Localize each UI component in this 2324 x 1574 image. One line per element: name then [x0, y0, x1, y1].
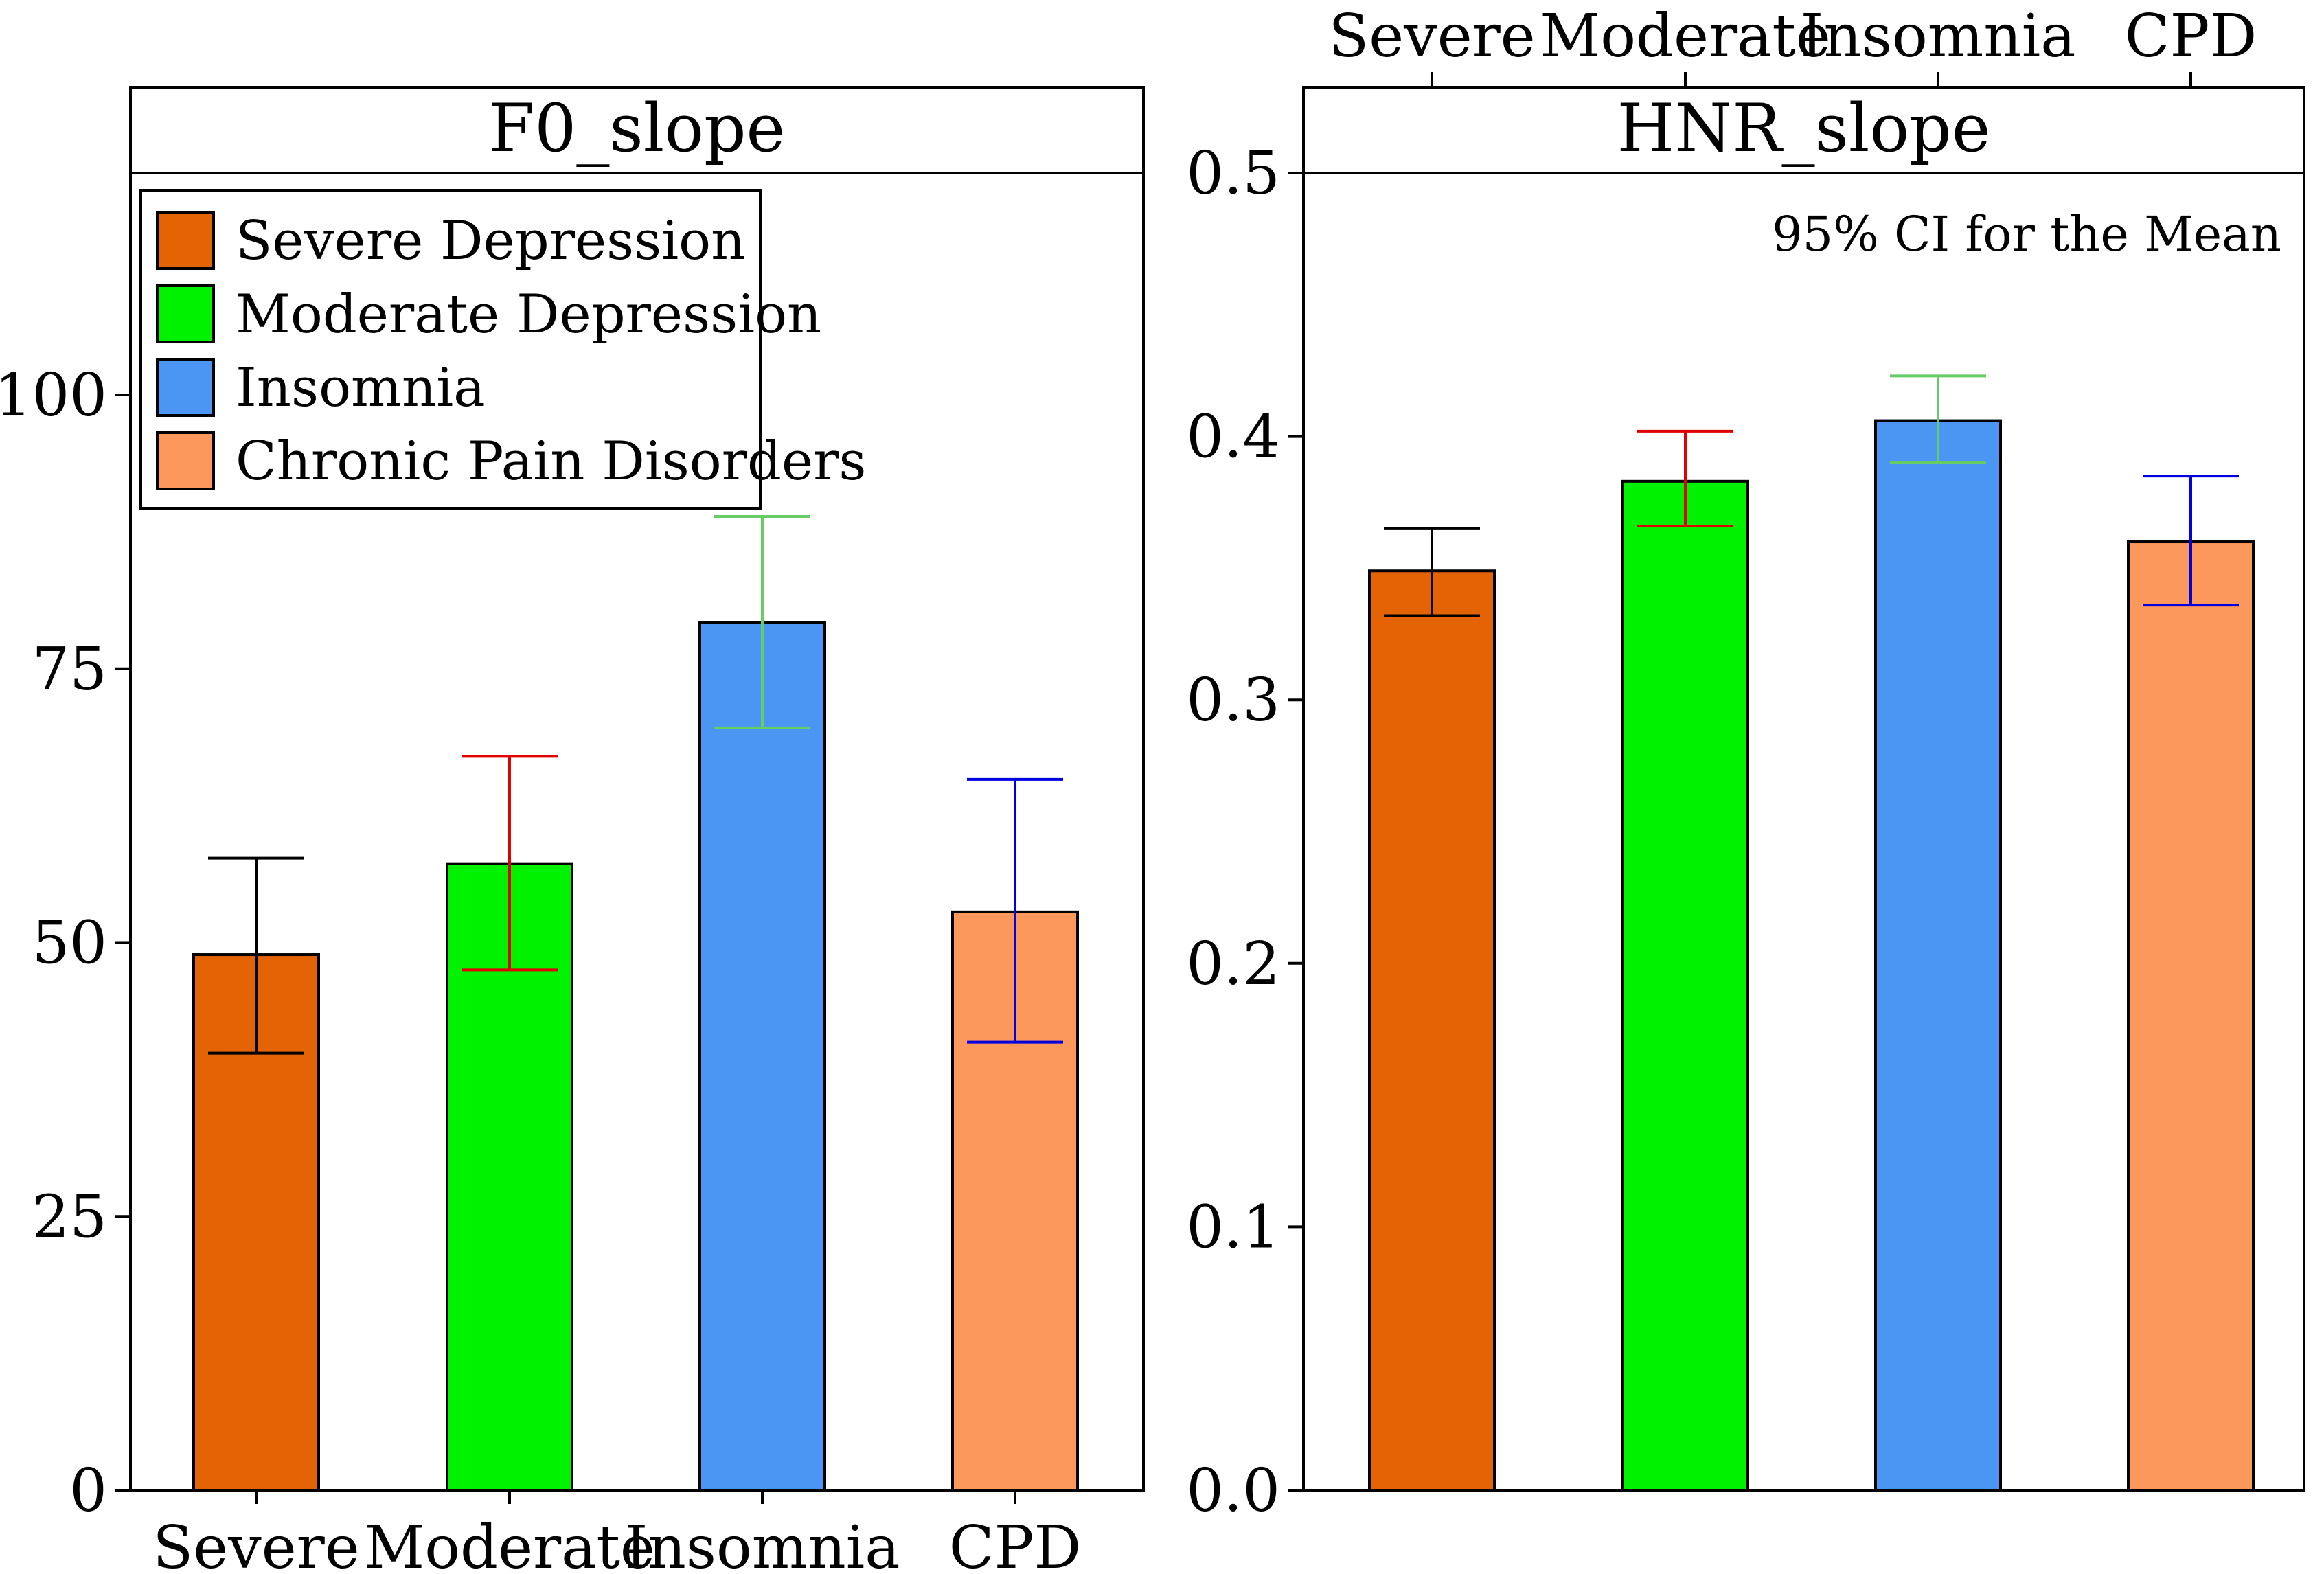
bar: [1874, 419, 2002, 1492]
y-tick-label: 0.3: [1186, 666, 1280, 735]
x-tick-label: CPD: [2125, 2, 2257, 71]
y-tick-label: 100: [0, 361, 107, 430]
panel-title: F0_slope: [489, 90, 786, 167]
legend-swatch: [156, 431, 215, 490]
legend-swatch: [156, 284, 215, 343]
y-tick-label: 25: [32, 1183, 107, 1251]
y-tick-label: 0.0: [1186, 1457, 1280, 1525]
y-tick-label: 0.4: [1186, 403, 1280, 472]
legend-box: [139, 189, 762, 510]
bar: [1621, 479, 1749, 1492]
x-tick-label: Insomnia: [1801, 2, 2076, 71]
y-tick-label: 75: [32, 635, 107, 704]
bar: [698, 621, 826, 1492]
legend-swatch: [156, 358, 215, 417]
ci-annotation: 95% CI for the Mean: [1772, 206, 2281, 262]
x-tick-label: Severe: [152, 1514, 359, 1574]
y-tick-label: 0.2: [1186, 930, 1280, 999]
legend-swatch: [156, 211, 215, 270]
y-tick-label: 0.1: [1186, 1193, 1280, 1262]
legend-label: Insomnia: [236, 357, 486, 419]
legend-label: Severe Depression: [236, 210, 745, 272]
legend-label: Chronic Pain Disorders: [236, 431, 866, 492]
x-tick-label: Moderate: [364, 1514, 655, 1574]
chart-panel-2: HNR_slope 0.0 0.1 0.2 0.3 0.4 0.5 Severe Moderat…: [1186, 2, 2305, 1525]
bar: [1368, 569, 1496, 1492]
bar: [2127, 540, 2255, 1492]
y-tick-label: 0.5: [1186, 139, 1280, 208]
y-tick-label: 50: [32, 909, 107, 978]
plot-frame: [1302, 86, 2305, 1492]
x-tick-label: Moderate: [1540, 2, 1831, 71]
x-tick-label: Severe: [1328, 2, 1535, 71]
panel-title: HNR_slope: [1617, 90, 1990, 167]
plot-frame: [129, 86, 1145, 1492]
y-tick-label: 0: [69, 1457, 107, 1525]
x-tick-label: Insomnia: [625, 1514, 900, 1574]
x-tick-label: CPD: [949, 1514, 1082, 1574]
legend-label: Moderate Depression: [236, 284, 821, 345]
